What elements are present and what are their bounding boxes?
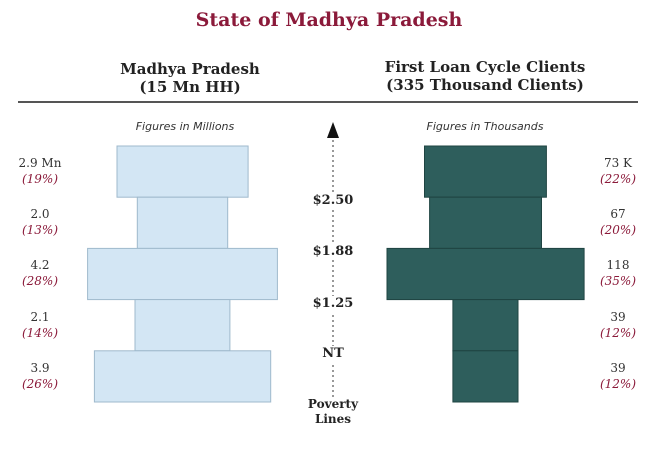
- right-bar: [452, 350, 519, 403]
- right-bar-value-label: 67: [610, 207, 626, 222]
- left-bar: [93, 350, 272, 403]
- right-bar-label: 118 (35%): [588, 257, 648, 289]
- right-header-line1: First Loan Cycle Clients: [384, 58, 586, 76]
- left-header-line2: (15 Mn HH): [139, 78, 241, 96]
- right-bar-percent-label: (12%): [599, 325, 637, 340]
- left-bar-percent-label: (26%): [21, 376, 59, 391]
- left-bar-value-label: 2.1: [30, 309, 50, 324]
- right-bar-value-label: 39: [610, 360, 626, 375]
- left-bar-percent-label: (19%): [21, 172, 59, 186]
- right-units-note: Figures in Thousands: [426, 120, 544, 133]
- right-bar-percent-label: (22%): [599, 172, 637, 186]
- left-bar: [87, 247, 278, 301]
- left-header-line1: Madhya Pradesh: [120, 60, 260, 78]
- left-bar-value-label: 3.9: [30, 360, 50, 375]
- left-bar-label: 4.2 (28%): [10, 257, 70, 289]
- right-header-line2: (335 Thousand Clients): [386, 76, 584, 94]
- right-bar: [452, 299, 519, 352]
- right-bar-value-label: 73 K: [603, 156, 633, 170]
- right-bar-percent-label: (12%): [599, 376, 637, 391]
- left-bar-label: 2.1 (14%): [10, 309, 70, 341]
- right-bar-value-label: 118: [606, 258, 630, 273]
- left-units-note: Figures in Millions: [135, 120, 235, 133]
- left-bar: [136, 196, 229, 249]
- left-bar: [134, 299, 231, 352]
- right-bar-percent-label: (35%): [599, 274, 637, 289]
- right-panel-header: First Loan Cycle Clients (335 Thousand C…: [375, 58, 595, 94]
- left-bar-percent-label: (13%): [21, 223, 59, 238]
- left-panel-header: Madhya Pradesh (15 Mn HH): [90, 60, 290, 96]
- left-bar-value-label: 2.9 Mn: [18, 156, 62, 170]
- poverty-line-label: $1.88: [296, 244, 370, 260]
- up-arrow-icon: [327, 122, 339, 138]
- poverty-line-label: NT: [296, 346, 370, 362]
- left-bar-percent-label: (14%): [21, 325, 59, 340]
- right-bar-value-label: 39: [610, 309, 626, 324]
- left-bar: [116, 145, 249, 198]
- left-bar-percent-label: (28%): [21, 274, 59, 289]
- poverty-lines-title-line2: Lines: [314, 412, 352, 426]
- poverty-lines-title: Poverty Lines: [296, 397, 370, 427]
- left-bar-label: 2.9 Mn (19%): [10, 155, 70, 187]
- poverty-lines-title-line1: Poverty: [307, 397, 359, 411]
- left-bar-value-label: 2.0: [30, 207, 50, 222]
- right-bar-percent-label: (20%): [599, 223, 637, 238]
- header-divider: [18, 101, 638, 103]
- left-bar-value-label: 4.2: [30, 258, 50, 273]
- right-bar-label: 73 K (22%): [588, 155, 648, 187]
- poverty-line-label: $2.50: [296, 193, 370, 209]
- right-bar: [429, 196, 543, 249]
- left-bar-label: 3.9 (26%): [10, 360, 70, 392]
- right-bar-label: 39 (12%): [588, 309, 648, 341]
- right-bar: [386, 247, 585, 301]
- right-bar-label: 67 (20%): [588, 206, 648, 238]
- page-title: State of Madhya Pradesh: [195, 9, 463, 31]
- right-bar: [424, 145, 547, 198]
- poverty-line-label: $1.25: [296, 296, 370, 312]
- left-bar-label: 2.0 (13%): [10, 206, 70, 238]
- right-bar-label: 39 (12%): [588, 360, 648, 392]
